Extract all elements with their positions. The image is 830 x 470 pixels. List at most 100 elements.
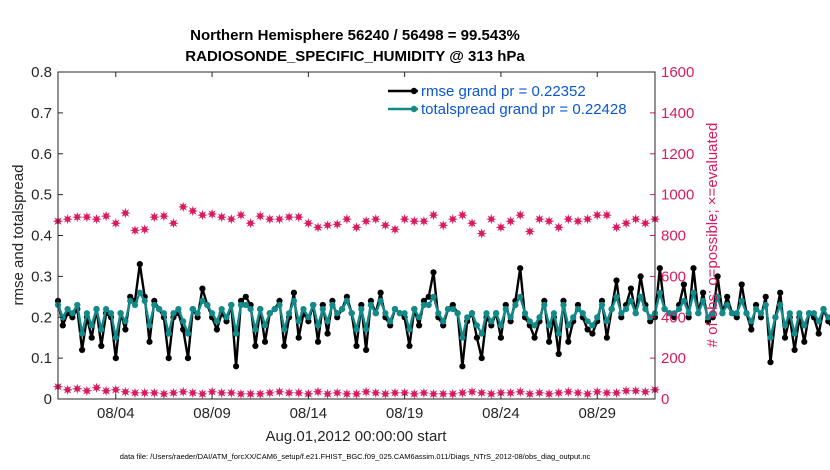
obs-evaluated-marker — [534, 387, 545, 399]
rmse-point — [478, 355, 485, 362]
obs-possible-marker — [264, 213, 275, 225]
totalspread-point — [88, 322, 95, 329]
totalspread-point — [536, 314, 543, 321]
obs-evaluated-marker — [255, 388, 266, 400]
totalspread-point — [396, 310, 403, 317]
obs-evaluated-marker — [620, 385, 632, 396]
totalspread-point — [781, 322, 789, 329]
obs-possible-marker — [245, 218, 256, 229]
totalspread-point — [676, 306, 683, 313]
obs-possible-marker — [168, 218, 179, 229]
totalspread-point — [271, 306, 278, 313]
rmse-point — [565, 338, 572, 345]
y-tick-label: 0.1 — [31, 350, 52, 367]
totalspread-point — [175, 306, 182, 313]
rmse-point — [242, 293, 249, 300]
x-axis-ticks: 08/04 08/09 08/14 08/19 08/24 08/29 — [97, 72, 616, 422]
totalspread-point — [497, 322, 504, 329]
totalspread-point — [690, 289, 697, 296]
totalspread-point — [343, 297, 350, 304]
obs-evaluated-marker — [158, 388, 170, 400]
obs-possible-marker — [72, 211, 83, 223]
rmse-point — [353, 342, 360, 349]
rmse-point — [531, 334, 538, 341]
obs-possible-marker — [476, 228, 487, 239]
y-tick-label: 0.3 — [31, 268, 52, 285]
obs-possible-marker — [447, 213, 458, 225]
totalspread-point — [473, 322, 480, 329]
rmse-point — [146, 338, 153, 345]
obs-evaluated-marker — [226, 387, 237, 399]
rmse-point — [377, 289, 384, 296]
y2-tick-label: 400 — [661, 309, 686, 326]
totalspread-point — [454, 310, 461, 317]
obs-evaluated-marker — [457, 387, 468, 399]
obs-possible-marker — [216, 211, 227, 223]
totalspread-point — [348, 310, 355, 317]
obs-evaluated-marker — [187, 387, 198, 399]
obs-evaluated-marker — [62, 384, 73, 395]
x-tick-label: 08/24 — [482, 405, 520, 422]
obs-evaluated-marker — [341, 388, 353, 400]
obs-possible-marker — [139, 224, 150, 235]
totalspread-point — [74, 301, 81, 309]
totalspread-point — [733, 310, 740, 317]
y2-tick-label: 200 — [661, 350, 686, 367]
obs-evaluated-marker — [72, 383, 83, 394]
totalspread-point — [286, 310, 293, 317]
totalspread-point — [786, 310, 793, 317]
totalspread-point — [762, 301, 769, 309]
obs-evaluated-marker — [592, 386, 603, 397]
totalspread-line — [56, 291, 830, 339]
totalspread-point — [704, 314, 712, 321]
totalspread-point — [160, 310, 167, 317]
totalspread-point — [531, 322, 538, 329]
obs-evaluated-marker — [149, 387, 160, 399]
footnote-data-file: data file: /Users/raeder/DAI/ATM_forcXX/… — [120, 452, 591, 461]
obs-possible-marker — [274, 213, 285, 225]
legend: rmse grand pr = 0.22352 totalspread gran… — [386, 80, 650, 122]
obs-possible-marker — [543, 216, 555, 227]
totalspread-point — [79, 330, 86, 337]
totalspread-point — [570, 314, 577, 321]
totalspread-point — [305, 314, 312, 321]
totalspread-point — [64, 306, 71, 313]
totalspread-point — [618, 310, 625, 317]
totalspread-point — [613, 293, 620, 300]
obs-possible-marker — [495, 222, 507, 233]
totalspread-point — [141, 297, 148, 304]
rmse-point — [473, 334, 480, 341]
rmse-point — [290, 289, 297, 296]
y2-tick-label: 1200 — [661, 146, 694, 163]
rmse-point — [497, 334, 504, 341]
obs-possible-marker — [630, 213, 641, 225]
obs-evaluated-marker — [168, 387, 179, 399]
x-tick-label: 08/19 — [386, 405, 424, 422]
obs-evaluated-marker — [245, 388, 256, 400]
y-tick-label: 0.8 — [31, 64, 52, 81]
totalspread-point — [753, 306, 760, 313]
y-axis-ticks: 0 0.1 0.2 0.3 0.4 0.5 0.6 0.7 0.8 — [31, 64, 63, 408]
obs-evaluated-marker — [235, 388, 247, 400]
totalspread-point — [310, 301, 317, 309]
rmse-point — [748, 326, 755, 333]
totalspread-point — [233, 330, 240, 337]
obs-possible-marker — [206, 208, 218, 220]
totalspread-point — [820, 306, 827, 313]
chart-title-line1: Northern Hemisphere 56240 / 56498 = 99.5… — [190, 27, 520, 44]
obs-evaluated-marker — [197, 388, 208, 400]
obs-possible-marker — [110, 218, 121, 229]
totalspread-point — [777, 301, 784, 309]
totalspread-point — [387, 318, 394, 325]
rmse-point — [700, 289, 707, 296]
obs-possible-marker — [409, 216, 420, 227]
totalspread-point — [493, 310, 500, 317]
rmse-point — [213, 326, 220, 333]
rmse-point — [613, 277, 620, 284]
totalspread-point — [136, 289, 143, 296]
obs-possible-marker — [515, 209, 526, 221]
obs-evaluated-marker — [399, 387, 410, 399]
totalspread-point — [714, 293, 721, 300]
obs-possible-marker — [486, 213, 497, 225]
obs-evaluated-marker — [120, 386, 131, 397]
